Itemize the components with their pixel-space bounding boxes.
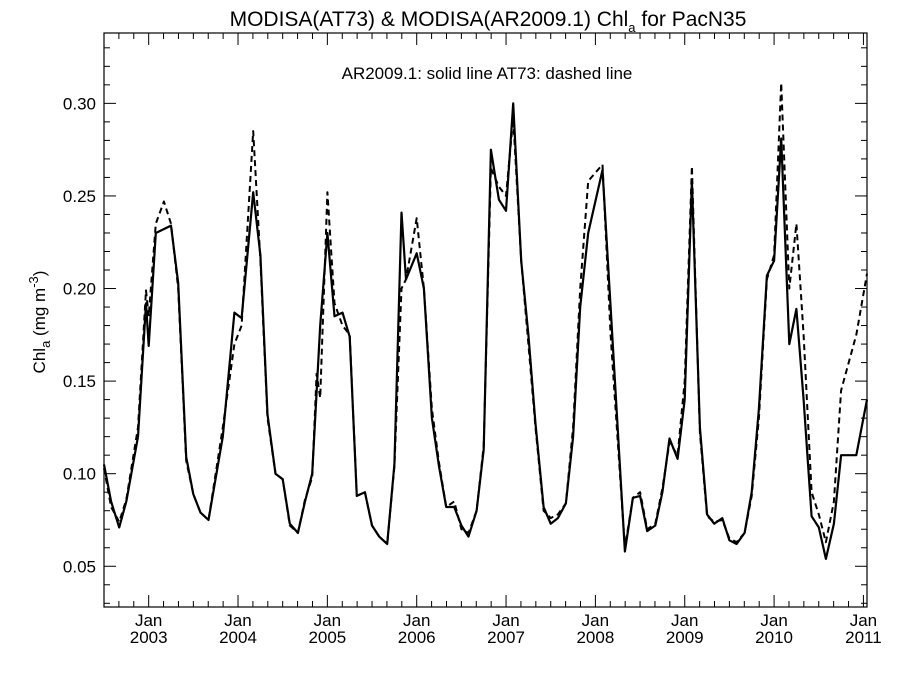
chart-title: MODISA(AT73) & MODISA(AR2009.1) Chla for… [230, 8, 747, 35]
y-axis-label: Chla (mg m-3) [26, 271, 53, 374]
x-tick-month: Jan [760, 611, 787, 630]
y-tick-label: 0.10 [63, 465, 96, 484]
x-tick-year: 2007 [487, 628, 525, 647]
series-line-at73 [103, 82, 868, 549]
x-tick-year: 2003 [130, 628, 168, 647]
legend-annotation: AR2009.1: solid line AT73: dashed line [342, 64, 633, 83]
x-tick-year: 2011 [845, 628, 882, 647]
x-tick-year: 2010 [755, 628, 793, 647]
x-tick-month: Jan [314, 611, 341, 630]
x-tick-year: 2006 [398, 628, 436, 647]
x-tick-month: Jan [671, 611, 698, 630]
series-layer [102, 82, 869, 561]
plot-frame [103, 32, 868, 608]
x-tick-month: Jan [582, 611, 609, 630]
y-tick-label: 0.15 [63, 372, 96, 391]
x-tick-month: Jan [403, 611, 430, 630]
series-line-ar2009-1 [102, 102, 869, 561]
x-tick-year: 2004 [219, 628, 257, 647]
x-tick-month: Jan [850, 611, 877, 630]
y-tick-label: 0.25 [63, 187, 96, 206]
x-tick-year: 2009 [666, 628, 704, 647]
y-tick-label: 0.20 [63, 280, 96, 299]
x-tick-year: 2005 [308, 628, 346, 647]
x-tick-month: Jan [224, 611, 251, 630]
x-tick-year: 2008 [576, 628, 614, 647]
x-tick-month: Jan [135, 611, 162, 630]
y-tick-label: 0.05 [63, 557, 96, 576]
axes: 0.050.100.150.200.250.30Jan2003Jan2004Ja… [63, 33, 882, 647]
x-tick-month: Jan [492, 611, 519, 630]
y-tick-label: 0.30 [63, 94, 96, 113]
